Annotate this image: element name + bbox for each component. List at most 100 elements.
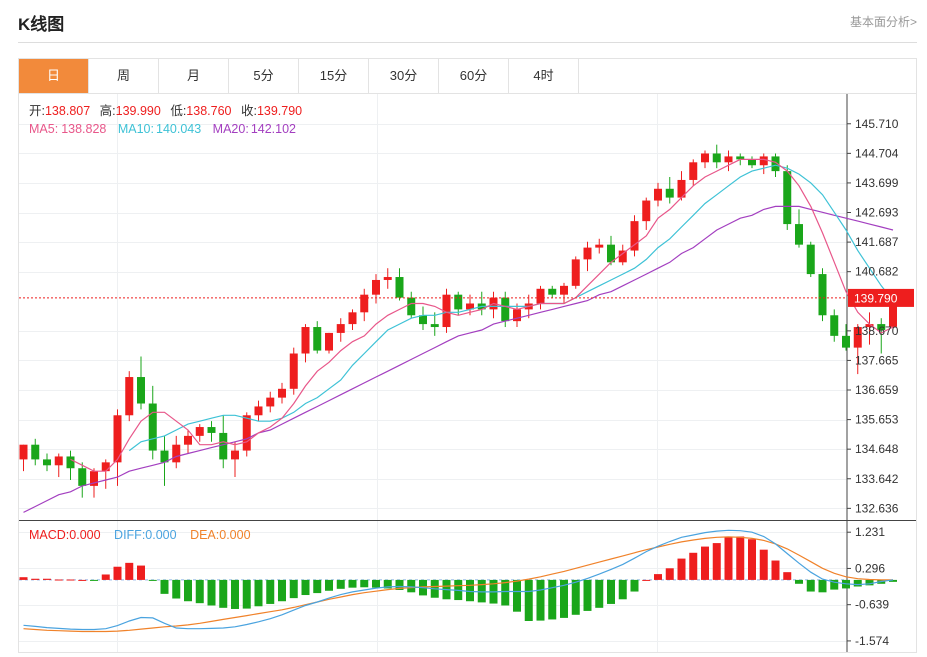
candle bbox=[372, 274, 380, 304]
macd-histogram-bar bbox=[536, 579, 545, 621]
candle bbox=[560, 282, 568, 304]
ma-legend: MA5: 138.828 MA10: 140.043 MA20: 142.102 bbox=[29, 122, 296, 136]
kline-chart[interactable]: 145.710 144.704 143.699 142.693 141.687 140.6… bbox=[19, 94, 916, 652]
candle-body bbox=[759, 156, 768, 166]
candle-body bbox=[289, 353, 298, 389]
candle-body bbox=[818, 274, 827, 316]
candle bbox=[853, 324, 862, 375]
candle-body bbox=[630, 221, 639, 251]
macd-histogram-bar bbox=[184, 579, 192, 602]
price-axis-ticks: 145.710 144.704 143.699 142.693 141.687 140.6… bbox=[847, 117, 899, 515]
candle-body bbox=[607, 244, 615, 263]
candle-body bbox=[313, 327, 322, 351]
candle bbox=[348, 309, 357, 330]
candle bbox=[712, 144, 721, 169]
candle bbox=[43, 453, 51, 472]
candle-body bbox=[90, 471, 98, 486]
candle-body bbox=[66, 456, 75, 469]
candle bbox=[795, 209, 803, 248]
open-label: 开: bbox=[29, 104, 45, 118]
tab-day[interactable]: 日 bbox=[19, 59, 89, 93]
candle bbox=[148, 385, 157, 460]
diff-line bbox=[23, 529, 894, 631]
candle-body bbox=[325, 332, 333, 351]
candle-body bbox=[148, 403, 157, 451]
candle-body bbox=[254, 406, 263, 416]
tab-30min[interactable]: 30分 bbox=[369, 59, 439, 93]
candle-body bbox=[266, 397, 275, 407]
macd-histogram-bar bbox=[301, 579, 310, 596]
price-tick-label: 133.642 bbox=[855, 472, 899, 486]
candle bbox=[759, 153, 768, 175]
candle-body bbox=[78, 468, 87, 486]
macd-histogram-bar bbox=[372, 579, 380, 588]
fundamental-analysis-link[interactable]: 基本面分析> bbox=[849, 15, 917, 29]
candle bbox=[842, 324, 850, 351]
price-tick-label: 137.665 bbox=[855, 353, 899, 367]
candle-body bbox=[242, 415, 251, 451]
tab-week[interactable]: 周 bbox=[89, 59, 159, 93]
candle bbox=[454, 291, 463, 316]
candle bbox=[254, 400, 263, 422]
candle bbox=[231, 441, 239, 478]
macd-histogram-bar bbox=[889, 579, 897, 582]
candle-body bbox=[771, 156, 780, 172]
macd-histogram-bar bbox=[701, 546, 709, 580]
macd-histogram-bar bbox=[137, 565, 145, 580]
macd-axis-ticks: 1.231 0.296 -0.639 -1.574 bbox=[847, 525, 889, 648]
price-tick-label: 145.710 bbox=[855, 117, 899, 131]
candle bbox=[31, 438, 40, 466]
macd-histogram-bar bbox=[477, 579, 486, 603]
candle-body bbox=[889, 297, 897, 327]
macd-histogram-bar bbox=[19, 577, 28, 580]
macd-histogram-bar bbox=[395, 579, 404, 590]
candle-body bbox=[278, 388, 286, 398]
tab-15min[interactable]: 15分 bbox=[299, 59, 369, 93]
macd-tick-label: 0.296 bbox=[855, 561, 885, 575]
tab-4hour[interactable]: 4时 bbox=[509, 59, 579, 93]
candle-body bbox=[442, 294, 451, 328]
macd-histogram-bar bbox=[724, 537, 733, 580]
macd-legend: MACD:0.000 DIFF:0.000 DEA:0.000 bbox=[29, 528, 251, 542]
candle-body bbox=[348, 312, 357, 325]
macd-histogram-bar bbox=[501, 579, 510, 606]
candle bbox=[571, 256, 580, 289]
candle bbox=[54, 453, 63, 478]
candle bbox=[877, 318, 886, 354]
macd-histogram-bar bbox=[853, 579, 862, 587]
tab-5min[interactable]: 5分 bbox=[229, 59, 299, 93]
macd-histogram-bar bbox=[665, 568, 674, 580]
tab-60min[interactable]: 60分 bbox=[439, 59, 509, 93]
macd-histogram-bar bbox=[207, 579, 216, 606]
candle-body bbox=[383, 277, 392, 280]
macd-histogram-bar bbox=[289, 579, 298, 599]
candle-body bbox=[454, 294, 463, 310]
ma10-label: MA10: bbox=[118, 122, 154, 136]
candle bbox=[724, 150, 733, 172]
macd-histogram-bar bbox=[242, 579, 251, 609]
macd-histogram-bar bbox=[571, 579, 580, 615]
tab-month[interactable]: 月 bbox=[159, 59, 229, 93]
candle bbox=[172, 435, 181, 469]
close-label: 收: bbox=[241, 104, 257, 118]
kline-chart-panel[interactable]: 145.710 144.704 143.699 142.693 141.687 140.6… bbox=[18, 94, 917, 653]
candle bbox=[278, 382, 286, 404]
last-price-label: 139.790 bbox=[854, 291, 898, 305]
ma20-label: MA20: bbox=[213, 122, 249, 136]
ma5-value: 138.828 bbox=[61, 122, 106, 136]
candle bbox=[630, 215, 639, 257]
candle-body bbox=[395, 277, 404, 298]
candle bbox=[125, 371, 134, 422]
macd-histogram-bar bbox=[66, 579, 75, 581]
diff-label: DIFF: bbox=[114, 528, 145, 542]
macd-histogram-bar bbox=[148, 579, 157, 581]
candle bbox=[383, 268, 392, 289]
candle-body bbox=[513, 309, 521, 322]
candle-body bbox=[31, 444, 40, 460]
header-divider bbox=[18, 42, 917, 43]
candle bbox=[689, 159, 698, 186]
candle-body bbox=[372, 279, 380, 295]
candle bbox=[19, 444, 28, 472]
diff-value: 0.000 bbox=[145, 528, 176, 542]
macd-histogram-bar bbox=[830, 579, 839, 590]
